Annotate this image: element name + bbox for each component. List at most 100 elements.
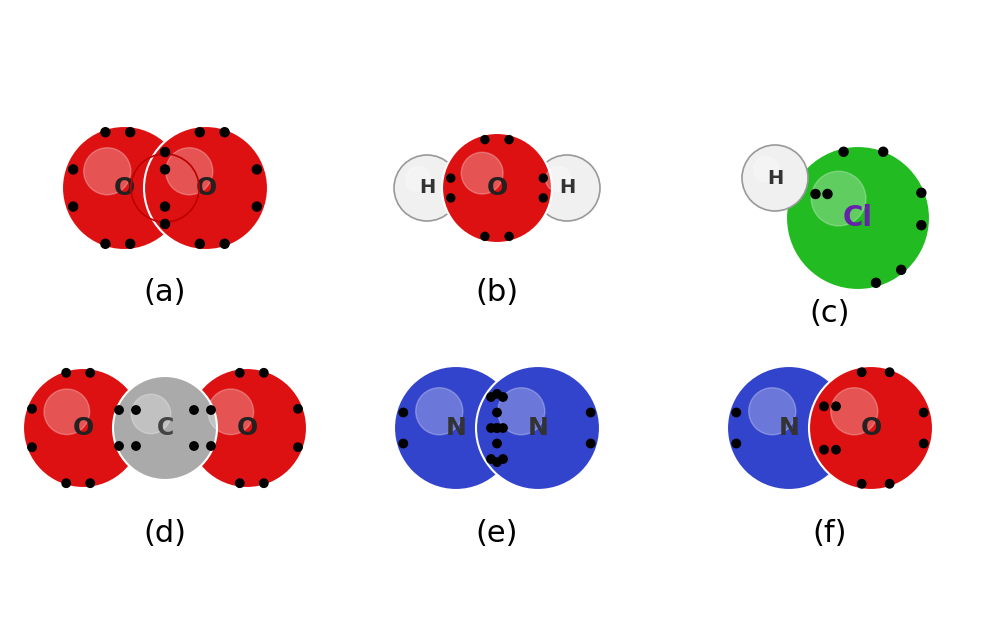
Circle shape [753, 156, 778, 182]
Circle shape [897, 265, 906, 274]
Circle shape [44, 389, 89, 434]
Circle shape [832, 446, 840, 454]
Circle shape [69, 165, 78, 174]
Circle shape [190, 406, 198, 414]
Circle shape [481, 135, 489, 143]
Circle shape [440, 166, 483, 210]
Circle shape [415, 387, 463, 435]
Circle shape [919, 408, 928, 417]
Circle shape [493, 408, 501, 417]
Circle shape [487, 393, 495, 401]
Circle shape [259, 479, 268, 488]
Circle shape [886, 480, 894, 488]
Circle shape [23, 368, 143, 488]
Circle shape [872, 278, 881, 287]
Circle shape [400, 439, 408, 447]
Circle shape [131, 394, 171, 434]
Text: H: H [559, 179, 576, 198]
Circle shape [208, 389, 253, 434]
Circle shape [879, 147, 888, 156]
Circle shape [137, 160, 193, 216]
Circle shape [493, 439, 501, 447]
Circle shape [236, 479, 244, 488]
Text: O: O [113, 176, 134, 200]
Circle shape [102, 406, 146, 450]
Circle shape [62, 126, 186, 250]
Circle shape [446, 194, 455, 202]
Circle shape [499, 393, 507, 401]
Circle shape [394, 366, 518, 490]
Circle shape [493, 424, 501, 432]
Circle shape [101, 239, 110, 248]
Circle shape [184, 406, 228, 450]
Circle shape [28, 443, 36, 451]
Circle shape [132, 406, 140, 414]
Circle shape [586, 408, 594, 417]
Text: O: O [861, 416, 882, 440]
Circle shape [832, 402, 840, 410]
Circle shape [394, 155, 460, 221]
Circle shape [195, 239, 205, 248]
Circle shape [811, 190, 820, 198]
Circle shape [259, 368, 268, 377]
Circle shape [160, 219, 170, 229]
Circle shape [446, 174, 455, 182]
Circle shape [539, 194, 548, 202]
Circle shape [733, 439, 741, 447]
Text: (a): (a) [144, 279, 186, 308]
Circle shape [294, 443, 302, 451]
Circle shape [493, 424, 501, 432]
Circle shape [586, 439, 594, 447]
Circle shape [144, 126, 268, 250]
Circle shape [511, 166, 554, 210]
Text: O: O [73, 416, 93, 440]
Circle shape [831, 387, 878, 435]
Circle shape [400, 408, 408, 417]
Circle shape [252, 202, 261, 211]
Circle shape [69, 202, 78, 211]
Text: (f): (f) [813, 519, 847, 548]
Circle shape [476, 366, 600, 490]
Circle shape [125, 239, 135, 248]
Circle shape [28, 405, 36, 413]
Circle shape [481, 232, 489, 240]
Text: O: O [237, 416, 257, 440]
Circle shape [220, 128, 229, 137]
Circle shape [916, 221, 925, 230]
Circle shape [62, 479, 71, 488]
Circle shape [839, 147, 848, 156]
Circle shape [811, 171, 866, 226]
Circle shape [748, 387, 796, 435]
Circle shape [820, 446, 828, 454]
Circle shape [916, 188, 925, 197]
Circle shape [505, 232, 513, 240]
Circle shape [114, 442, 123, 450]
Circle shape [858, 480, 866, 488]
Circle shape [505, 135, 513, 143]
Circle shape [160, 202, 170, 211]
Circle shape [195, 128, 205, 137]
Circle shape [62, 368, 71, 377]
Circle shape [498, 387, 545, 435]
Text: O: O [196, 176, 217, 200]
Text: N: N [445, 416, 466, 440]
Circle shape [499, 455, 507, 464]
Circle shape [101, 128, 110, 137]
Text: H: H [767, 169, 783, 187]
Circle shape [220, 239, 229, 248]
Circle shape [236, 368, 244, 377]
Circle shape [113, 376, 217, 480]
Circle shape [919, 439, 928, 447]
Circle shape [294, 405, 302, 413]
Circle shape [546, 166, 571, 192]
Circle shape [493, 458, 501, 467]
Circle shape [86, 479, 94, 488]
Text: N: N [778, 416, 799, 440]
Circle shape [487, 424, 495, 432]
Circle shape [252, 165, 261, 174]
Circle shape [190, 442, 198, 450]
Text: (c): (c) [810, 298, 850, 328]
Text: O: O [486, 176, 508, 200]
Circle shape [442, 133, 552, 243]
Circle shape [727, 366, 851, 490]
